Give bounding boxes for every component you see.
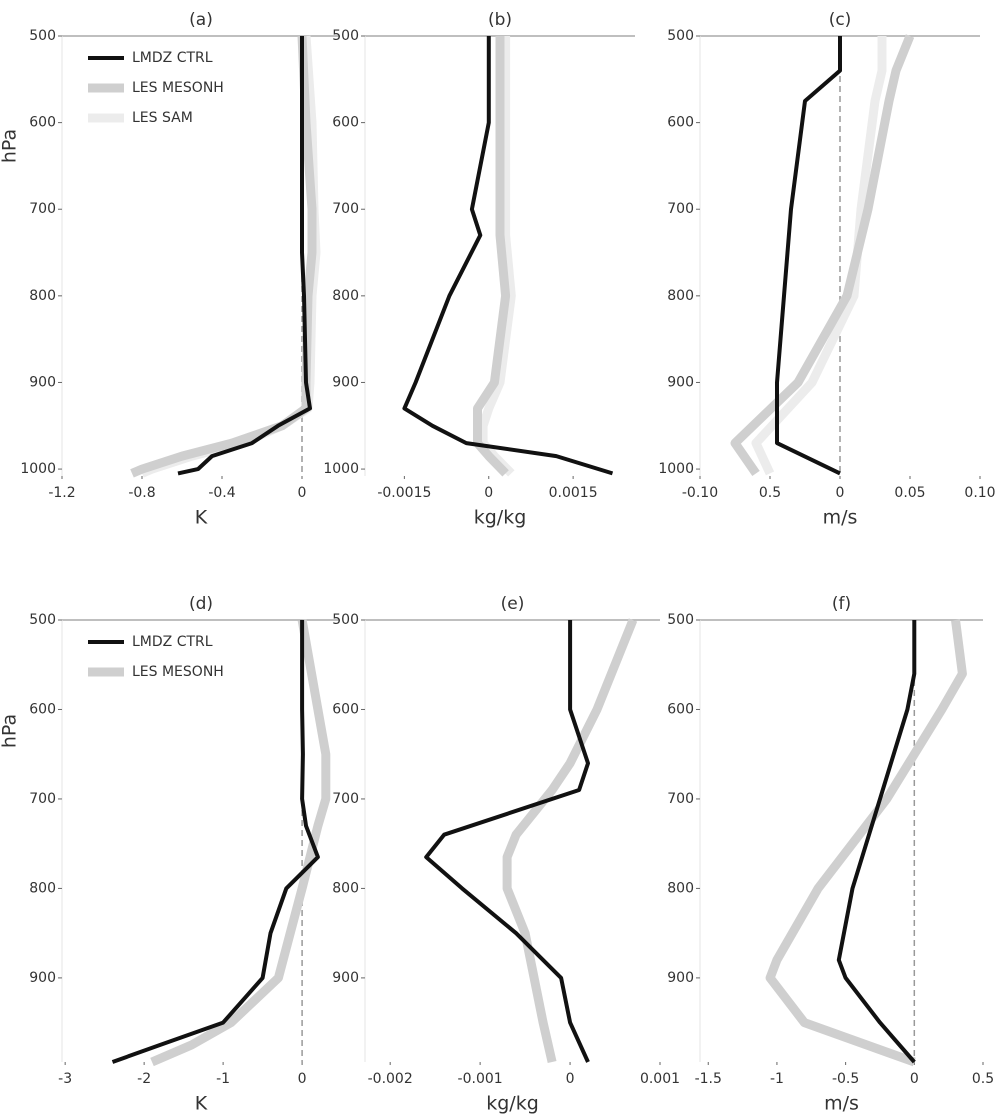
panel-title: (b)	[488, 10, 512, 30]
y-tick-label: 500	[667, 28, 694, 44]
panel-title: (a)	[189, 10, 213, 30]
y-tick-label: 800	[332, 288, 359, 304]
y-tick-label: 800	[29, 880, 56, 896]
x-axis-label: K	[195, 1093, 208, 1115]
profile-line	[775, 36, 842, 476]
y-tick-label: 700	[667, 201, 694, 217]
profile-line	[111, 620, 320, 1064]
y-tick-label: 600	[29, 701, 56, 717]
y-axis-label: hPa	[0, 714, 21, 748]
y-tick-label: 900	[29, 970, 56, 986]
legend-label: LES SAM	[132, 110, 193, 126]
y-tick-label: 600	[667, 115, 694, 131]
profile-line	[402, 36, 614, 476]
x-axis-label: kg/kg	[474, 507, 527, 529]
x-tick-label: 0.10	[964, 485, 995, 501]
y-tick-label: 500	[332, 28, 359, 44]
x-tick-label: 0	[566, 1071, 575, 1087]
x-tick-label: 0.5	[972, 1071, 994, 1087]
x-tick-label: -1.5	[695, 1071, 722, 1087]
x-tick-label: -0.0015	[377, 485, 431, 501]
panel-title: (e)	[501, 594, 525, 614]
profile-line	[424, 620, 590, 1063]
x-tick-label: -0.5	[832, 1071, 859, 1087]
x-axis-label: K	[195, 507, 208, 529]
y-tick-label: 1000	[20, 461, 56, 477]
y-tick-label: 600	[332, 701, 359, 717]
legend-label: LES MESONH	[132, 80, 224, 96]
legend-label: LES MESONH	[132, 664, 224, 680]
y-tick-label: 800	[667, 880, 694, 896]
x-tick-label: -0.8	[128, 485, 155, 501]
profile-line	[150, 619, 331, 1067]
x-tick-label: -0.001	[458, 1071, 503, 1087]
x-tick-label: -0.002	[368, 1071, 413, 1087]
profile-line	[177, 36, 312, 476]
x-tick-label: -3	[58, 1071, 72, 1087]
y-tick-label: 700	[332, 791, 359, 807]
x-tick-label: -0.10	[682, 485, 718, 501]
y-tick-label: 700	[29, 201, 56, 217]
y-tick-label: 1000	[323, 461, 359, 477]
x-tick-label: 0	[836, 485, 845, 501]
profile-line	[765, 619, 967, 1067]
y-tick-label: 900	[667, 374, 694, 390]
x-tick-label: 0	[298, 485, 307, 501]
x-tick-label: -1	[770, 1071, 784, 1087]
y-tick-label: 900	[332, 374, 359, 390]
y-tick-label: 700	[332, 201, 359, 217]
x-tick-label: -0.4	[208, 485, 235, 501]
y-tick-label: 700	[29, 791, 56, 807]
x-tick-label: 0.05	[894, 485, 925, 501]
x-tick-label: -2	[137, 1071, 151, 1087]
y-tick-label: 600	[29, 115, 56, 131]
y-tick-label: 800	[29, 288, 56, 304]
panel-title: (c)	[829, 10, 852, 30]
y-axis-label: hPa	[0, 129, 21, 163]
x-axis-label: m/s	[823, 507, 858, 529]
legend-label: LMDZ CTRL	[132, 50, 213, 66]
y-tick-label: 800	[332, 880, 359, 896]
profile-line	[130, 35, 317, 478]
profile-line	[502, 618, 638, 1064]
y-tick-label: 1000	[658, 461, 694, 477]
x-tick-label: -1.2	[48, 485, 75, 501]
y-tick-label: 500	[29, 28, 56, 44]
profile-line	[836, 620, 917, 1064]
x-axis-label: kg/kg	[486, 1093, 539, 1115]
panel-title: (f)	[832, 594, 851, 614]
y-tick-label: 900	[29, 374, 56, 390]
y-tick-label: 500	[29, 612, 56, 628]
y-tick-label: 900	[667, 970, 694, 986]
profile-line	[140, 35, 321, 478]
x-tick-label: 0	[910, 1071, 919, 1087]
x-axis-label: m/s	[824, 1093, 859, 1115]
x-tick-label: 0	[298, 1071, 307, 1087]
y-tick-label: 500	[332, 612, 359, 628]
x-tick-label: 0.001	[640, 1071, 680, 1087]
x-tick-label: 0.5	[759, 485, 781, 501]
y-tick-label: 500	[667, 612, 694, 628]
y-tick-label: 900	[332, 970, 359, 986]
y-tick-label: 800	[667, 288, 694, 304]
profile-line	[473, 36, 511, 477]
x-tick-label: 0.0015	[549, 485, 598, 501]
y-tick-label: 600	[332, 115, 359, 131]
y-tick-label: 700	[667, 791, 694, 807]
x-tick-label: -1	[216, 1071, 230, 1087]
panel-title: (d)	[189, 594, 213, 614]
profile-line	[730, 34, 915, 476]
legend-label: LMDZ CTRL	[132, 634, 213, 650]
y-tick-label: 600	[667, 701, 694, 717]
x-tick-label: 0	[484, 485, 493, 501]
